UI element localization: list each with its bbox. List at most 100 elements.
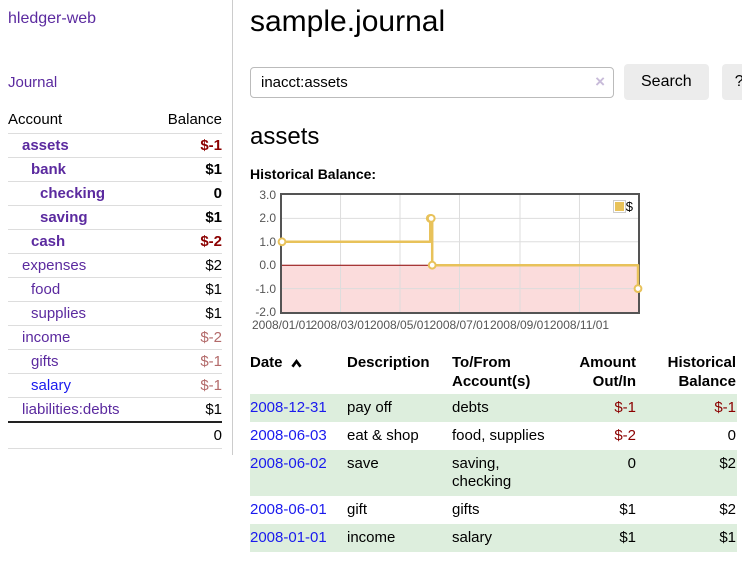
search-row: × Search ? xyxy=(250,64,742,100)
y-tick-label: 3.0 xyxy=(259,188,276,202)
register-accounts-cell: gifts xyxy=(452,501,480,518)
register-date-cell: 2008-06-02 xyxy=(250,450,347,496)
account-total-value: 0 xyxy=(152,421,222,449)
register-row: 2008-12-31 pay off debts $-1 $-1 xyxy=(250,394,737,422)
account-name-cell: food xyxy=(8,277,152,302)
account-link[interactable]: cash xyxy=(31,233,66,250)
register-accounts-cell: food, supplies xyxy=(452,427,545,444)
account-total-row: 0 xyxy=(8,421,222,449)
transaction-date-link[interactable]: 2008-12-31 xyxy=(250,399,327,416)
register-description-cell: gift xyxy=(347,501,368,518)
x-tick-label: 2008/11/01 xyxy=(549,318,610,332)
account-tree-header: Account Balance xyxy=(8,107,222,134)
app: hledger-web Journal Account Balance asse… xyxy=(8,0,742,552)
register-amount-cell: $1 xyxy=(619,501,636,518)
account-row: food $1 xyxy=(8,277,222,302)
x-tick-label: 2008/03/01 xyxy=(310,318,371,332)
account-name-cell: salary xyxy=(8,373,152,398)
sort-asc-icon xyxy=(291,359,302,368)
account-balance: $1 xyxy=(152,205,222,230)
account-name-cell: gifts xyxy=(8,349,152,374)
account-row: assets $-1 xyxy=(8,133,222,158)
register-balance-cell: $1 xyxy=(719,529,736,546)
app-title-link[interactable]: hledger-web xyxy=(8,10,97,27)
account-link[interactable]: supplies xyxy=(31,305,87,322)
account-link[interactable]: income xyxy=(22,329,71,346)
account-heading: assets xyxy=(250,123,320,150)
account-balance: $1 xyxy=(152,301,222,326)
account-link[interactable]: saving xyxy=(40,209,88,226)
y-tick-label: 2.0 xyxy=(259,211,276,226)
account-row: bank $1 xyxy=(8,157,222,182)
search-input[interactable] xyxy=(250,66,614,98)
account-link[interactable]: checking xyxy=(40,185,106,202)
search-button[interactable]: Search xyxy=(624,64,709,100)
account-name-cell: cash xyxy=(8,229,152,254)
register-amount-cell: $-1 xyxy=(614,399,636,416)
transaction-date-link[interactable]: 2008-06-03 xyxy=(250,427,327,444)
account-balance: 0 xyxy=(152,181,222,206)
register-date-cell: 2008-12-31 xyxy=(250,394,347,422)
register-row: 2008-06-02 save saving, checking 0 $2 xyxy=(250,450,737,496)
register-col-header: Amount Out/In xyxy=(579,354,636,390)
register-balance-cell: $2 xyxy=(719,501,736,518)
y-tick-label: -1.0 xyxy=(255,281,276,296)
account-link[interactable]: salary xyxy=(31,377,72,394)
transaction-date-link[interactable]: 2008-01-01 xyxy=(250,529,327,546)
register-date-cell: 2008-06-03 xyxy=(250,422,347,450)
register-date-cell: 2008-01-01 xyxy=(250,524,347,552)
help-button[interactable]: ? xyxy=(721,64,742,100)
x-tick-label: 2008/01/01 xyxy=(251,318,313,332)
account-link[interactable]: expenses xyxy=(22,257,87,274)
register-col-header: Historical Balance xyxy=(667,354,736,390)
account-link[interactable]: liabilities:debts xyxy=(22,401,120,418)
account-row: income $-2 xyxy=(8,325,222,350)
journal-link[interactable]: Journal xyxy=(8,74,58,91)
page-title: sample.journal xyxy=(250,5,446,38)
account-column-header: Account xyxy=(8,107,152,134)
account-row: gifts $-1 xyxy=(8,349,222,374)
register-balance-cell: $-1 xyxy=(714,399,736,416)
chart-x-axis: 2008/01/01 2008/03/01 2008/05/01 2008/07/01… xyxy=(250,318,742,334)
account-name-cell: income xyxy=(8,325,152,350)
account-tree-body: assets $-1 bank $1 checking 0 saving $1 cash $-2 e… xyxy=(8,133,222,423)
register-header-row: Date Description To/From Account(s) Amount… xyxy=(250,350,737,394)
main-content: sample.journal × Search ? assets Histori… xyxy=(233,0,742,552)
register-col-header: To/From Account(s) xyxy=(452,354,531,390)
account-link[interactable]: assets xyxy=(22,137,69,154)
account-balance: $1 xyxy=(205,401,222,418)
historical-balance-chart: 3.0 2.0 1.0 0.0 -1.0 -2.0 $ 2008/01/01 2008/03… xyxy=(250,189,742,334)
register-accounts-cell: saving, checking xyxy=(452,455,512,490)
account-row: supplies $1 xyxy=(8,301,222,326)
x-tick-label: 2008/09/01 xyxy=(489,318,550,332)
chart-legend: $ xyxy=(612,199,633,214)
account-link[interactable]: gifts xyxy=(31,353,59,370)
chart-canvas xyxy=(277,195,643,312)
transaction-date-link[interactable]: 2008-06-01 xyxy=(250,501,327,518)
account-link[interactable]: bank xyxy=(31,161,67,178)
account-balance: $-2 xyxy=(152,229,222,254)
register-row: 2008-06-03 eat & shop food, supplies $-2 0 xyxy=(250,422,737,450)
register-row: 2008-06-01 gift gifts $1 $2 xyxy=(250,496,737,524)
register-col-header[interactable]: Date xyxy=(250,350,347,394)
register-body: 2008-12-31 pay off debts $-1 $-1 2008-06-03 ea… xyxy=(250,394,737,552)
chart-plot-area[interactable]: $ xyxy=(277,193,643,314)
register-amount-cell: $-2 xyxy=(614,427,636,444)
account-balance: $-1 xyxy=(152,133,222,158)
register-description-cell: save xyxy=(347,455,379,472)
register-description-cell: pay off xyxy=(347,399,392,416)
account-row: salary $-1 xyxy=(8,373,222,398)
account-balance: $-1 xyxy=(152,349,222,374)
account-balance: $-1 xyxy=(152,373,222,398)
register-amount-cell: $1 xyxy=(619,529,636,546)
account-row: liabilities:debts $1 xyxy=(8,398,222,423)
register-balance-cell: 0 xyxy=(727,427,736,444)
legend-label: $ xyxy=(625,199,633,214)
chart-y-axis: 3.0 2.0 1.0 0.0 -1.0 -2.0 xyxy=(250,189,276,318)
y-tick-label: 0.0 xyxy=(259,258,276,273)
account-row: saving $1 xyxy=(8,205,222,230)
account-row: checking 0 xyxy=(8,181,222,206)
clear-search-icon[interactable]: × xyxy=(595,71,605,91)
account-link[interactable]: food xyxy=(31,281,61,298)
transaction-date-link[interactable]: 2008-06-02 xyxy=(250,455,327,472)
